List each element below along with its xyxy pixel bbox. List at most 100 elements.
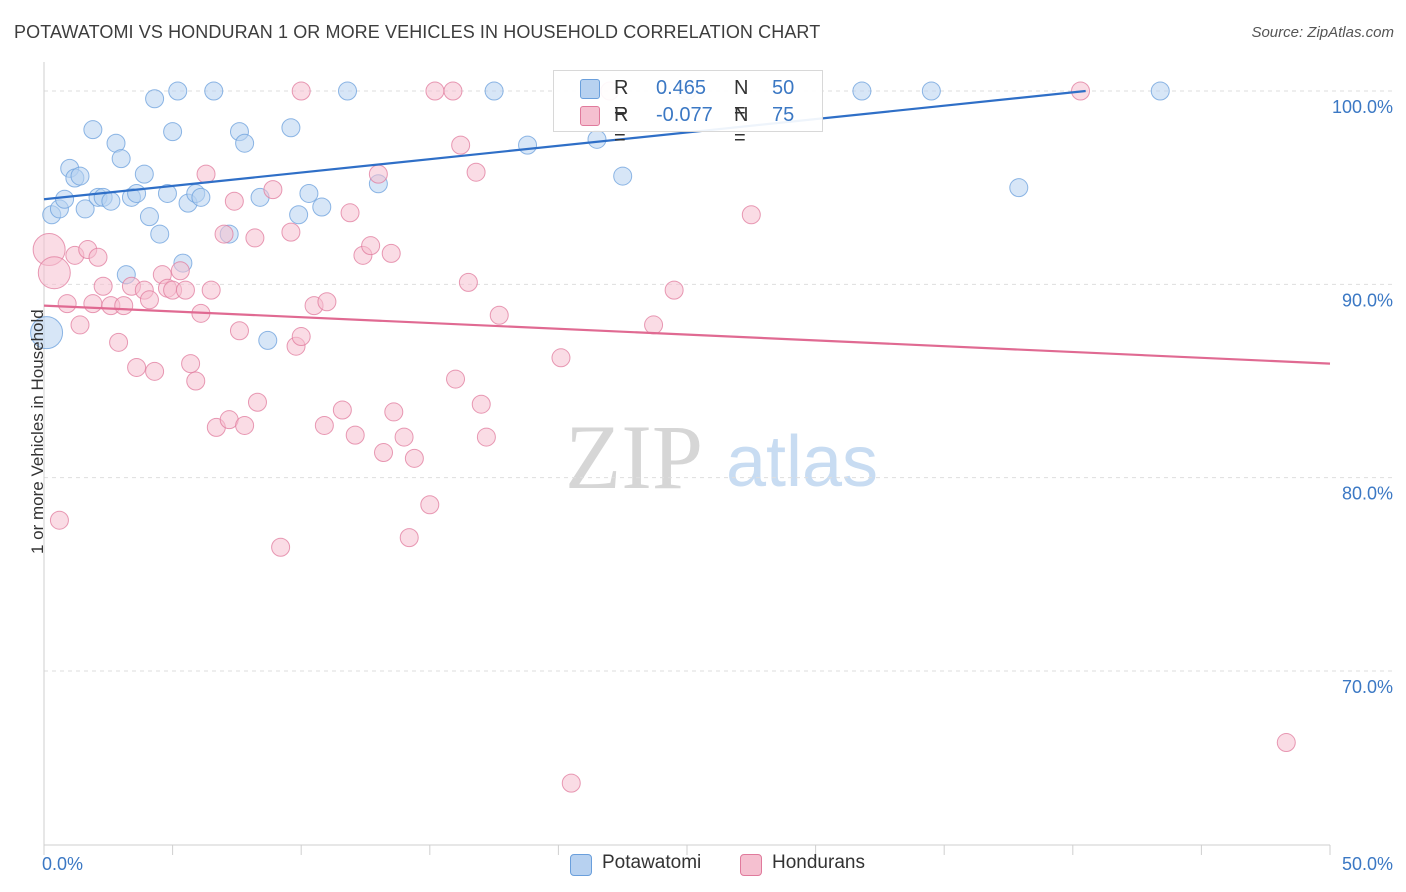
potawatomi-point bbox=[150, 224, 170, 244]
honduran-point bbox=[83, 294, 103, 314]
honduran-point bbox=[214, 224, 234, 244]
potawatomi-point bbox=[1150, 81, 1170, 101]
legend-r-value: -0.077 bbox=[656, 104, 713, 126]
legend-n-label: N = bbox=[734, 104, 749, 149]
potawatomi-point bbox=[30, 316, 64, 350]
honduran-point bbox=[466, 162, 486, 182]
axes bbox=[43, 62, 1331, 855]
tick-labels: 70.0% 80.0% 90.0% 100.0% 0.0% 50.0% bbox=[42, 97, 1393, 874]
potawatomi-point bbox=[299, 183, 319, 203]
honduran-point bbox=[314, 415, 334, 435]
honduran-point bbox=[145, 361, 165, 381]
honduran-point bbox=[88, 247, 108, 267]
honduran-point bbox=[374, 443, 394, 463]
honduran-point bbox=[551, 348, 571, 368]
potawatomi-point bbox=[852, 81, 872, 101]
watermark-zip: ZIP bbox=[565, 406, 703, 508]
honduran-point bbox=[399, 528, 419, 548]
potawatomi-point bbox=[613, 166, 633, 186]
honduran-point bbox=[361, 236, 381, 256]
potawatomi-point bbox=[921, 81, 941, 101]
legend-n-value: 75 bbox=[772, 104, 795, 126]
honduran-point bbox=[263, 180, 283, 200]
honduran-point bbox=[471, 394, 491, 414]
honduran-point bbox=[247, 392, 267, 412]
honduran-point bbox=[271, 537, 291, 557]
x-tick-label: 0.0% bbox=[42, 854, 83, 874]
potawatomi-point bbox=[312, 197, 332, 217]
honduran-point bbox=[394, 427, 414, 447]
stats-legend: R = 0.465 N = 50 R = -0.077 N = 75 bbox=[553, 70, 823, 149]
potawatomi-trend-line bbox=[43, 89, 1086, 201]
potawatomi-point bbox=[145, 89, 165, 109]
potawatomi-point bbox=[55, 189, 75, 209]
honduran-point bbox=[291, 327, 311, 347]
honduran-point bbox=[458, 272, 478, 292]
honduran-point bbox=[109, 332, 129, 352]
honduran-point bbox=[127, 357, 147, 377]
y-tick-label: 70.0% bbox=[1342, 677, 1393, 697]
bottom-legend-swatch-hondurans bbox=[740, 854, 762, 876]
watermark: ZIP atlas bbox=[565, 406, 878, 508]
potawatomi-point bbox=[139, 207, 159, 227]
potawatomi-point bbox=[587, 129, 607, 149]
y-axis-label: 1 or more Vehicles in Household bbox=[28, 309, 47, 554]
honduran-point bbox=[443, 81, 463, 101]
honduran-point bbox=[332, 400, 352, 420]
x-tick-label: 50.0% bbox=[1342, 854, 1393, 874]
potawatomi-point bbox=[70, 166, 90, 186]
honduran-point bbox=[139, 290, 159, 310]
potawatomi-point bbox=[134, 164, 154, 184]
honduran-point bbox=[420, 495, 440, 515]
honduran-point bbox=[229, 321, 249, 341]
potawatomi-point bbox=[111, 149, 131, 169]
honduran-point bbox=[381, 243, 401, 263]
honduran-point bbox=[93, 276, 113, 296]
legend-n-value: 50 bbox=[772, 77, 795, 99]
honduran-trend-line bbox=[43, 304, 1331, 365]
honduran-point bbox=[281, 222, 301, 242]
honduran-point bbox=[404, 448, 424, 468]
honduran-point bbox=[186, 371, 206, 391]
potawatomi-point bbox=[163, 122, 183, 142]
legend-r-label: R = bbox=[614, 104, 629, 149]
honduran-point bbox=[291, 81, 311, 101]
honduran-point bbox=[49, 510, 69, 530]
honduran-point bbox=[664, 280, 684, 300]
honduran-point bbox=[476, 427, 496, 447]
potawatomi-point bbox=[75, 199, 95, 219]
potawatomi-point bbox=[83, 120, 103, 140]
potawatomi-point bbox=[281, 118, 301, 138]
honduran-point bbox=[340, 203, 360, 223]
watermark-atlas: atlas bbox=[726, 422, 878, 502]
y-tick-label: 80.0% bbox=[1342, 484, 1393, 504]
legend-swatch-potawatomi bbox=[580, 79, 600, 99]
potawatomi-point bbox=[518, 135, 538, 155]
honduran-point bbox=[70, 315, 90, 335]
honduran-point bbox=[451, 135, 471, 155]
honduran-point bbox=[384, 402, 404, 422]
honduran-point bbox=[644, 315, 664, 335]
potawatomi-point bbox=[101, 191, 121, 211]
honduran-point bbox=[1276, 733, 1296, 753]
points bbox=[30, 81, 1296, 793]
honduran-point bbox=[345, 425, 365, 445]
honduran-point bbox=[224, 191, 244, 211]
potawatomi-point bbox=[204, 81, 224, 101]
honduran-point bbox=[446, 369, 466, 389]
trend-lines bbox=[43, 89, 1331, 365]
honduran-point bbox=[175, 280, 195, 300]
honduran-point bbox=[201, 280, 221, 300]
honduran-point bbox=[741, 205, 761, 225]
potawatomi-point bbox=[191, 187, 211, 207]
potawatomi-point bbox=[337, 81, 357, 101]
bottom-legend-label: Hondurans bbox=[772, 852, 865, 873]
honduran-point bbox=[368, 164, 388, 184]
honduran-point bbox=[37, 256, 71, 290]
potawatomi-point bbox=[258, 330, 278, 350]
bottom-legend-label: Potawatomi bbox=[602, 852, 702, 873]
legend-n-label: N = bbox=[734, 77, 749, 122]
honduran-point bbox=[114, 296, 134, 316]
legend-swatch-hondurans bbox=[580, 106, 600, 126]
potawatomi-point bbox=[168, 81, 188, 101]
